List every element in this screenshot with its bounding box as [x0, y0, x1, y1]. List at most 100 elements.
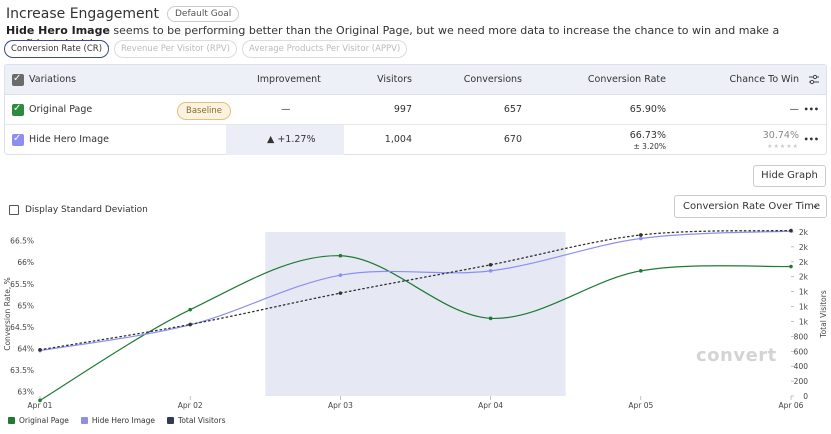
data-point — [338, 291, 343, 295]
legend-item-total-visitors[interactable]: Total Visitors — [167, 416, 225, 425]
legend-item-hide-hero[interactable]: Hide Hero Image — [80, 416, 156, 425]
hide-graph-button[interactable]: Hide Graph — [753, 165, 826, 187]
legend-swatch — [8, 417, 15, 424]
data-point — [789, 264, 793, 269]
data-point — [188, 307, 192, 312]
variation-name[interactable]: Hide Hero Image — [29, 134, 109, 145]
baseline-badge: Baseline — [177, 102, 232, 120]
tab-average-products-per-visitor[interactable]: Average Products Per Visitor (APPV) — [242, 40, 408, 58]
y2-tick-label: 2k — [799, 243, 809, 252]
variations-table: Variations Improvement Visitors Conversi… — [4, 64, 827, 155]
legend-item-original[interactable]: Original Page — [8, 416, 69, 425]
confidence-stars: ★★★★★ — [767, 143, 799, 150]
y-tick-label: 63% — [17, 388, 34, 397]
std-dev-checkbox[interactable] — [9, 205, 19, 215]
y2-tick-label: 800 — [794, 332, 809, 341]
chance-to-win-value: — — [789, 104, 800, 115]
improvement-highlight — [226, 125, 344, 155]
y2-tick-label: 2k — [799, 273, 809, 282]
y2-tick-label: 1k — [799, 288, 809, 297]
chevron-down-icon: ⌄ — [811, 201, 819, 211]
y-tick-label: 65% — [17, 301, 34, 310]
y2-tick-label: 200 — [794, 377, 809, 386]
data-point — [38, 398, 42, 403]
y-axis-title: Conversion Rate, % — [3, 277, 12, 351]
x-tick-label: Apr 02 — [178, 401, 203, 410]
page-title: Increase Engagement — [6, 6, 159, 22]
highlight-band — [265, 232, 566, 396]
more-options-icon[interactable]: ••• — [803, 105, 819, 114]
select-all-checkbox[interactable] — [12, 64, 24, 94]
conversions-value: 670 — [503, 134, 522, 145]
improvement-value: ▲ +1.27% — [267, 134, 316, 145]
row-checkbox-original[interactable] — [12, 94, 24, 124]
data-point — [488, 263, 493, 267]
header-visitors: Visitors — [377, 74, 412, 85]
header-chance-to-win: Chance To Win — [729, 74, 799, 85]
header-improvement: Improvement — [257, 74, 321, 85]
x-tick-label: Apr 06 — [779, 401, 804, 410]
tab-revenue-per-visitor[interactable]: Revenue Per Visitor (RPV) — [114, 40, 237, 58]
conversion-rate-chart: 63% 63.5% 64% 64.5% 65% 65.5% 66% 66.5% 0 200 400 6… — [3, 228, 828, 410]
y-tick-label: 65.5% — [10, 280, 34, 289]
y2-tick-label: 1k — [799, 303, 809, 312]
legend-swatch — [80, 417, 88, 424]
y2-tick-label: 2k — [799, 228, 809, 237]
page-header: Increase Engagement Default Goal — [6, 6, 240, 22]
series-line-total-visitors — [39, 229, 792, 351]
y2-tick-label: 400 — [794, 362, 809, 371]
more-options-icon[interactable]: ••• — [803, 135, 819, 144]
legend-label: Total Visitors — [178, 416, 226, 425]
x-tick-label: Apr 01 — [28, 401, 53, 410]
y-tick-label: 64% — [17, 345, 34, 354]
data-point — [338, 273, 343, 277]
column-settings-icon[interactable] — [808, 74, 820, 86]
x-tick-label: Apr 05 — [628, 401, 653, 410]
conversion-rate-value: 66.73% — [629, 130, 666, 141]
chart-legend: Original Page Hide Hero Image Total Visi… — [8, 416, 225, 425]
chart-mode-select[interactable]: Conversion Rate Over Time ⌄ — [674, 195, 827, 218]
legend-label: Hide Hero Image — [91, 416, 156, 425]
y-tick-label: 63.5% — [10, 366, 34, 375]
row-checkbox-hide-hero[interactable] — [12, 124, 24, 154]
y2-tick-label: 1k — [799, 317, 809, 326]
metric-tabs: Conversion Rate (CR) Revenue Per Visitor… — [4, 40, 408, 58]
data-point — [38, 347, 42, 352]
header-variations: Variations — [29, 74, 77, 85]
visitors-value: 1,004 — [384, 134, 412, 145]
tab-conversion-rate[interactable]: Conversion Rate (CR) — [4, 40, 110, 58]
table-row: Original Page Baseline — 997 657 65.90% … — [5, 94, 826, 125]
chart-mode-value: Conversion Rate Over Time — [683, 201, 821, 212]
y2-tick-label: 0 — [803, 392, 808, 401]
visitors-value: 997 — [393, 104, 412, 115]
x-tick-label: Apr 04 — [478, 401, 503, 410]
data-point — [639, 236, 643, 241]
conversion-rate-value: 65.90% — [629, 104, 666, 115]
data-point — [488, 269, 493, 273]
conversion-rate-ci: ± 3.20% — [633, 142, 667, 151]
variation-name[interactable]: Original Page — [29, 104, 93, 115]
table-row: Hide Hero Image ▲ +1.27% 1,004 670 66.73… — [5, 124, 826, 155]
chance-to-win-block: 30.74% ★★★★★ — [763, 130, 799, 152]
goal-badge[interactable]: Default Goal — [167, 6, 240, 22]
legend-swatch — [167, 417, 175, 424]
data-point — [338, 253, 343, 258]
data-point — [639, 269, 643, 273]
legend-label: Original Page — [19, 416, 69, 425]
std-dev-toggle[interactable]: Display Standard Deviation — [9, 205, 148, 215]
summary-variation-name: Hide Hero Image — [6, 24, 110, 37]
data-point — [188, 322, 192, 327]
conversion-rate-block: 66.73% ± 3.20% — [630, 130, 666, 152]
y-tick-label: 66.5% — [10, 237, 34, 246]
table-header: Variations Improvement Visitors Conversi… — [5, 64, 826, 95]
conversions-value: 657 — [503, 104, 522, 115]
header-conversion-rate: Conversion Rate — [587, 74, 666, 85]
data-point — [789, 228, 793, 233]
x-tick-label: Apr 03 — [328, 401, 353, 410]
y2-axis-title: Total Visitors — [819, 290, 828, 339]
std-dev-label: Display Standard Deviation — [25, 205, 148, 215]
y-tick-label: 66% — [17, 258, 34, 267]
chance-to-win-value: 30.74% — [762, 130, 799, 141]
data-point — [639, 233, 643, 237]
series-line-original-page — [39, 255, 792, 401]
